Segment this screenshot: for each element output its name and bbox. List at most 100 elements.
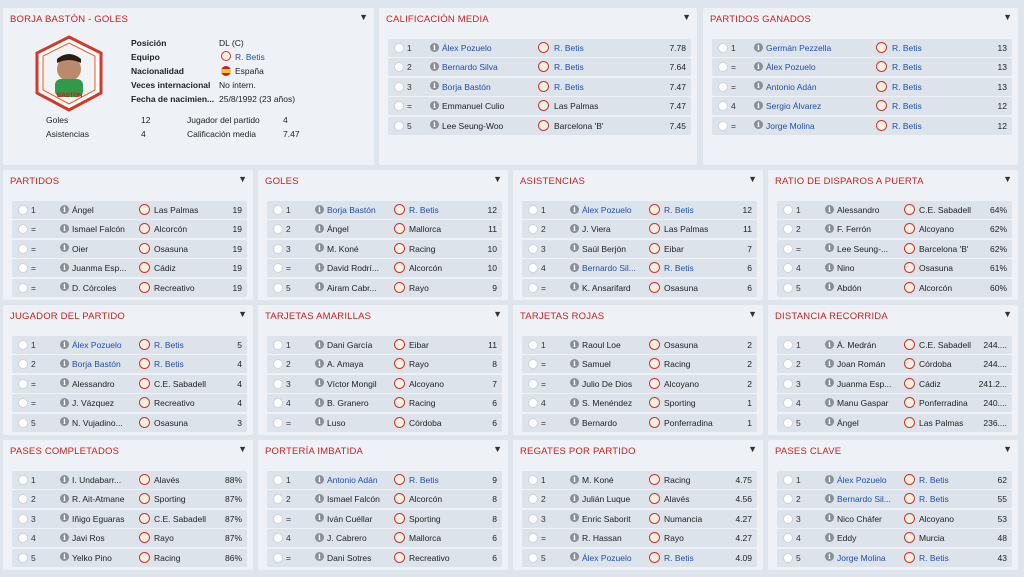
player-name-link[interactable]: Á. Medrán [837, 340, 877, 350]
stat-row[interactable]: = i Alessandro C.E. Sabadell 4 [12, 374, 247, 393]
player-name-link[interactable]: Borja Bastón [442, 81, 491, 92]
club-name-link[interactable]: Alavés [664, 494, 690, 505]
player-name-link[interactable]: Julio De Dios [582, 378, 633, 389]
stat-row[interactable]: 5 i Álex Pozuelo R. Betis 4.09 [522, 548, 757, 567]
stat-row[interactable]: 1 i Á. Medrán C.E. Sabadell 244.... [777, 336, 1012, 354]
stat-row[interactable]: = i Emmanuel Culio Las Palmas 7.47 [388, 97, 691, 116]
player-name-link[interactable]: Raoul Loe [582, 340, 621, 350]
player-name-link[interactable]: R. Hassan [582, 533, 622, 544]
stat-row[interactable]: 2 i R. Ait-Atmane Sporting 87% [12, 490, 247, 509]
club-name-link[interactable]: C.E. Sabadell [154, 378, 206, 389]
player-name-link[interactable]: Álex Pozuelo [582, 552, 632, 563]
player-name-link[interactable]: Borja Bastón [72, 359, 121, 370]
stat-row[interactable]: 4 i Eddy Murcia 48 [777, 529, 1012, 548]
stat-row[interactable]: 1 i Álex Pozuelo R. Betis 7.78 [388, 39, 691, 57]
info-icon[interactable]: i [825, 474, 834, 484]
stat-row[interactable]: 5 i Ángel Las Palmas 236.... [777, 413, 1012, 432]
player-name-link[interactable]: Dani Sotres [327, 552, 372, 563]
stat-row[interactable]: 3 i Víctor Mongil Alcoyano 7 [267, 374, 502, 393]
player-name-link[interactable]: B. Granero [327, 398, 369, 409]
player-name-link[interactable]: Jorge Molina [837, 552, 886, 563]
club-name-link[interactable]: Rayo [664, 533, 684, 544]
info-icon[interactable]: i [570, 378, 579, 388]
stat-row[interactable]: = i Antonio Adán R. Betis 13 [712, 77, 1012, 96]
team-link[interactable]: R. Betis [235, 52, 265, 62]
stat-row[interactable]: 5 i Lee Seung-Woo Barcelona 'B' 7.45 [388, 116, 691, 135]
club-name-link[interactable]: Racing [664, 359, 691, 370]
info-icon[interactable]: i [825, 417, 834, 427]
player-name-link[interactable]: Antonio Adán [766, 81, 817, 92]
player-name-link[interactable]: M. Koné [327, 243, 359, 254]
info-icon[interactable]: i [315, 243, 324, 253]
club-name-link[interactable]: R. Betis [892, 120, 922, 131]
club-name-link[interactable]: Sporting [409, 513, 441, 524]
info-icon[interactable]: i [825, 243, 834, 253]
stat-row[interactable]: 4 i S. Menéndez Sporting 1 [522, 394, 757, 413]
player-name-link[interactable]: Enric Saborit [582, 513, 631, 524]
info-icon[interactable]: i [825, 378, 834, 388]
club-name-link[interactable]: Barcelona 'B' [919, 243, 969, 254]
chevron-down-icon[interactable]: ▼ [238, 174, 247, 184]
player-name-link[interactable]: Bernardo Silva [442, 62, 498, 73]
player-name-link[interactable]: I. Undabarr... [72, 475, 122, 485]
info-icon[interactable]: i [315, 358, 324, 368]
chevron-down-icon[interactable]: ▼ [1003, 444, 1012, 454]
stat-row[interactable]: = i R. Hassan Rayo 4.27 [522, 529, 757, 548]
info-icon[interactable]: i [570, 339, 579, 349]
info-icon[interactable]: i [570, 417, 579, 427]
player-name-link[interactable]: Yelko Pino [72, 552, 112, 563]
club-name-link[interactable]: Eibar [664, 243, 684, 254]
info-icon[interactable]: i [60, 552, 69, 562]
chevron-down-icon[interactable]: ▼ [493, 309, 502, 319]
club-name-link[interactable]: Murcia [919, 533, 945, 544]
stat-row[interactable]: 2 i Joan Román Córdoba 244.... [777, 355, 1012, 374]
player-name-link[interactable]: F. Ferrón [837, 224, 872, 235]
info-icon[interactable]: i [754, 42, 763, 52]
stat-row[interactable]: 1 i Dani García Eibar 11 [267, 336, 502, 354]
info-icon[interactable]: i [315, 262, 324, 272]
info-icon[interactable]: i [570, 474, 579, 484]
player-name-link[interactable]: R. Ait-Atmane [72, 494, 125, 505]
club-name-link[interactable]: Las Palmas [919, 417, 964, 428]
chevron-down-icon[interactable]: ▼ [238, 309, 247, 319]
info-icon[interactable]: i [570, 262, 579, 272]
info-icon[interactable]: i [315, 532, 324, 542]
player-name-link[interactable]: Sergio Álvarez [766, 101, 822, 112]
club-name-link[interactable]: Osasuna [664, 282, 699, 293]
player-name-link[interactable]: Alessandro [837, 205, 880, 215]
info-icon[interactable]: i [60, 262, 69, 272]
club-name-link[interactable]: Las Palmas [154, 205, 199, 215]
player-name-link[interactable]: Bernardo Sil... [582, 263, 636, 274]
player-name-link[interactable]: Jorge Molina [766, 120, 815, 131]
chevron-down-icon[interactable]: ▼ [1003, 12, 1012, 22]
stat-row[interactable]: 5 i N. Vujadino... Osasuna 3 [12, 413, 247, 432]
info-icon[interactable]: i [60, 282, 69, 292]
player-name-link[interactable]: Ángel [327, 224, 349, 235]
player-name-link[interactable]: Álex Pozuelo [837, 475, 887, 485]
club-name-link[interactable]: C.E. Sabadell [919, 340, 971, 350]
club-name-link[interactable]: Alcoyano [919, 224, 954, 235]
club-name-link[interactable]: Alcoyano [919, 513, 954, 524]
stat-row[interactable]: 2 i Borja Bastón R. Betis 4 [12, 355, 247, 374]
club-name-link[interactable]: Recreativo [154, 398, 195, 409]
club-name-link[interactable]: Rayo [154, 533, 174, 544]
info-icon[interactable]: i [825, 493, 834, 503]
stat-row[interactable]: = i Dani Sotres Recreativo 6 [267, 548, 502, 567]
info-icon[interactable]: i [315, 339, 324, 349]
player-name-link[interactable]: Manu Gaspar [837, 398, 889, 409]
info-icon[interactable]: i [825, 262, 834, 272]
info-icon[interactable]: i [754, 120, 763, 130]
club-name-link[interactable]: R. Betis [409, 475, 439, 485]
chevron-down-icon[interactable]: ▼ [238, 444, 247, 454]
player-name-link[interactable]: Alessandro [72, 378, 115, 389]
club-name-link[interactable]: Alcorcón [154, 224, 188, 235]
stat-row[interactable]: = i Samuel Racing 2 [522, 355, 757, 374]
info-icon[interactable]: i [315, 474, 324, 484]
chevron-down-icon[interactable]: ▼ [1003, 309, 1012, 319]
club-name-link[interactable]: R. Betis [892, 81, 922, 92]
info-icon[interactable]: i [60, 223, 69, 233]
player-name-link[interactable]: Lee Seung-... [837, 243, 889, 254]
club-name-link[interactable]: R. Betis [154, 359, 184, 370]
player-name-link[interactable]: Ismael Falcón [72, 224, 125, 235]
chevron-down-icon[interactable]: ▼ [1003, 174, 1012, 184]
